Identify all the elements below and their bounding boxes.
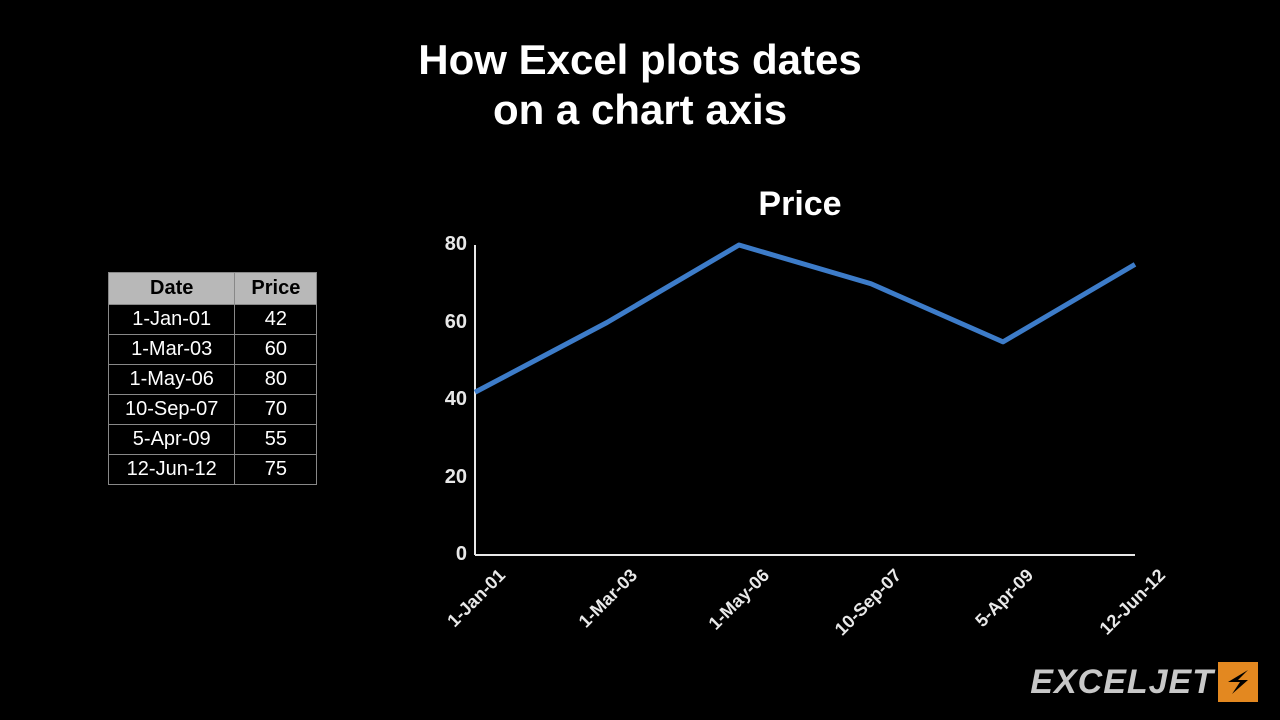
table-cell-price: 70 bbox=[235, 395, 317, 425]
table-cell-price: 75 bbox=[235, 455, 317, 485]
table-cell-date: 1-Mar-03 bbox=[109, 335, 235, 365]
x-axis-label: 12-Jun-12 bbox=[1084, 565, 1170, 651]
table-header-price: Price bbox=[235, 273, 317, 305]
table-cell-price: 60 bbox=[235, 335, 317, 365]
table-cell-price: 55 bbox=[235, 425, 317, 455]
x-axis-label: 1-Jan-01 bbox=[424, 565, 510, 651]
chart-series-line bbox=[475, 245, 1135, 392]
table-cell-date: 1-May-06 bbox=[109, 365, 235, 395]
table-row: 12-Jun-1275 bbox=[109, 455, 317, 485]
chart-svg bbox=[420, 185, 1175, 565]
x-axis-label: 10-Sep-07 bbox=[820, 565, 906, 651]
y-axis-label: 0 bbox=[427, 543, 467, 566]
table-header-date: Date bbox=[109, 273, 235, 305]
logo-text: EXCELJET bbox=[1030, 663, 1214, 702]
table-cell-price: 42 bbox=[235, 305, 317, 335]
table-row: 1-Mar-0360 bbox=[109, 335, 317, 365]
x-axis-label: 1-Mar-03 bbox=[556, 565, 642, 651]
table-cell-date: 12-Jun-12 bbox=[109, 455, 235, 485]
exceljet-logo: EXCELJET bbox=[1030, 662, 1258, 702]
title-line-2: on a chart axis bbox=[493, 86, 787, 133]
page-title: How Excel plots dates on a chart axis bbox=[0, 35, 1280, 136]
table-cell-date: 1-Jan-01 bbox=[109, 305, 235, 335]
y-axis-label: 80 bbox=[427, 233, 467, 256]
table-cell-date: 5-Apr-09 bbox=[109, 425, 235, 455]
table-row: 1-May-0680 bbox=[109, 365, 317, 395]
table-row: 5-Apr-0955 bbox=[109, 425, 317, 455]
table-row: 10-Sep-0770 bbox=[109, 395, 317, 425]
price-line-chart: Price 020406080 1-Jan-011-Mar-031-May-06… bbox=[420, 185, 1180, 645]
y-axis-label: 60 bbox=[427, 311, 467, 334]
title-line-1: How Excel plots dates bbox=[418, 36, 861, 83]
logo-mark-icon bbox=[1218, 662, 1258, 702]
data-table: Date Price 1-Jan-01421-Mar-03601-May-068… bbox=[108, 272, 317, 485]
table-cell-price: 80 bbox=[235, 365, 317, 395]
x-axis-label: 5-Apr-09 bbox=[952, 565, 1038, 651]
x-axis-label: 1-May-06 bbox=[688, 565, 774, 651]
table-row: 1-Jan-0142 bbox=[109, 305, 317, 335]
y-axis-label: 20 bbox=[427, 466, 467, 489]
table-cell-date: 10-Sep-07 bbox=[109, 395, 235, 425]
y-axis-label: 40 bbox=[427, 388, 467, 411]
